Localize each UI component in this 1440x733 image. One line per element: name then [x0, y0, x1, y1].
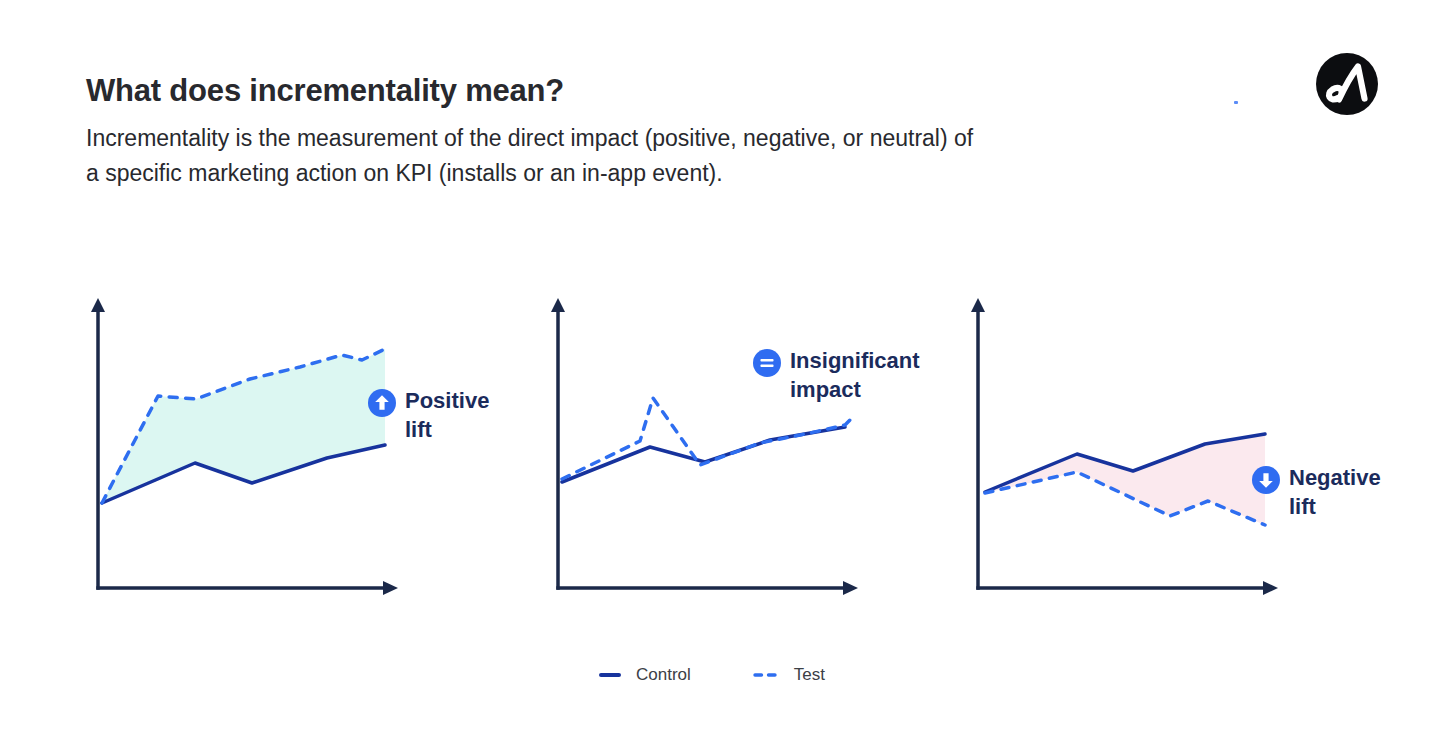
positive-lift-annotation: Positive lift — [368, 389, 489, 444]
insignificant-impact-chart — [540, 295, 870, 605]
negative-lift-label: Negative lift — [1289, 463, 1381, 521]
positive-lift-chart — [80, 295, 410, 605]
positive-lift-label: Positive lift — [405, 386, 489, 444]
arrow-up-icon — [368, 389, 396, 417]
control-line-swatch — [599, 673, 621, 677]
test-line-swatch — [753, 671, 780, 679]
subtitle-line-1: Incrementality is the measurement of the… — [86, 121, 973, 156]
negative-lift-chart — [960, 295, 1290, 605]
legend: Control Test — [599, 661, 825, 689]
appsflyer-logo — [1316, 53, 1378, 115]
legend-control-label: Control — [636, 665, 691, 685]
insignificant-impact-label: Insignificant impact — [790, 346, 920, 404]
subtitle-line-2: a specific marketing action on KPI (inst… — [86, 156, 973, 191]
equals-icon — [753, 349, 781, 377]
arrow-down-icon — [1252, 466, 1280, 494]
legend-test-label: Test — [794, 665, 825, 685]
stray-mark — [1234, 101, 1238, 104]
insignificant-impact-annotation: Insignificant impact — [753, 349, 920, 404]
page-subtitle: Incrementality is the measurement of the… — [86, 121, 973, 191]
negative-lift-annotation: Negative lift — [1252, 466, 1381, 521]
page-title: What does incrementality mean? — [86, 73, 564, 109]
